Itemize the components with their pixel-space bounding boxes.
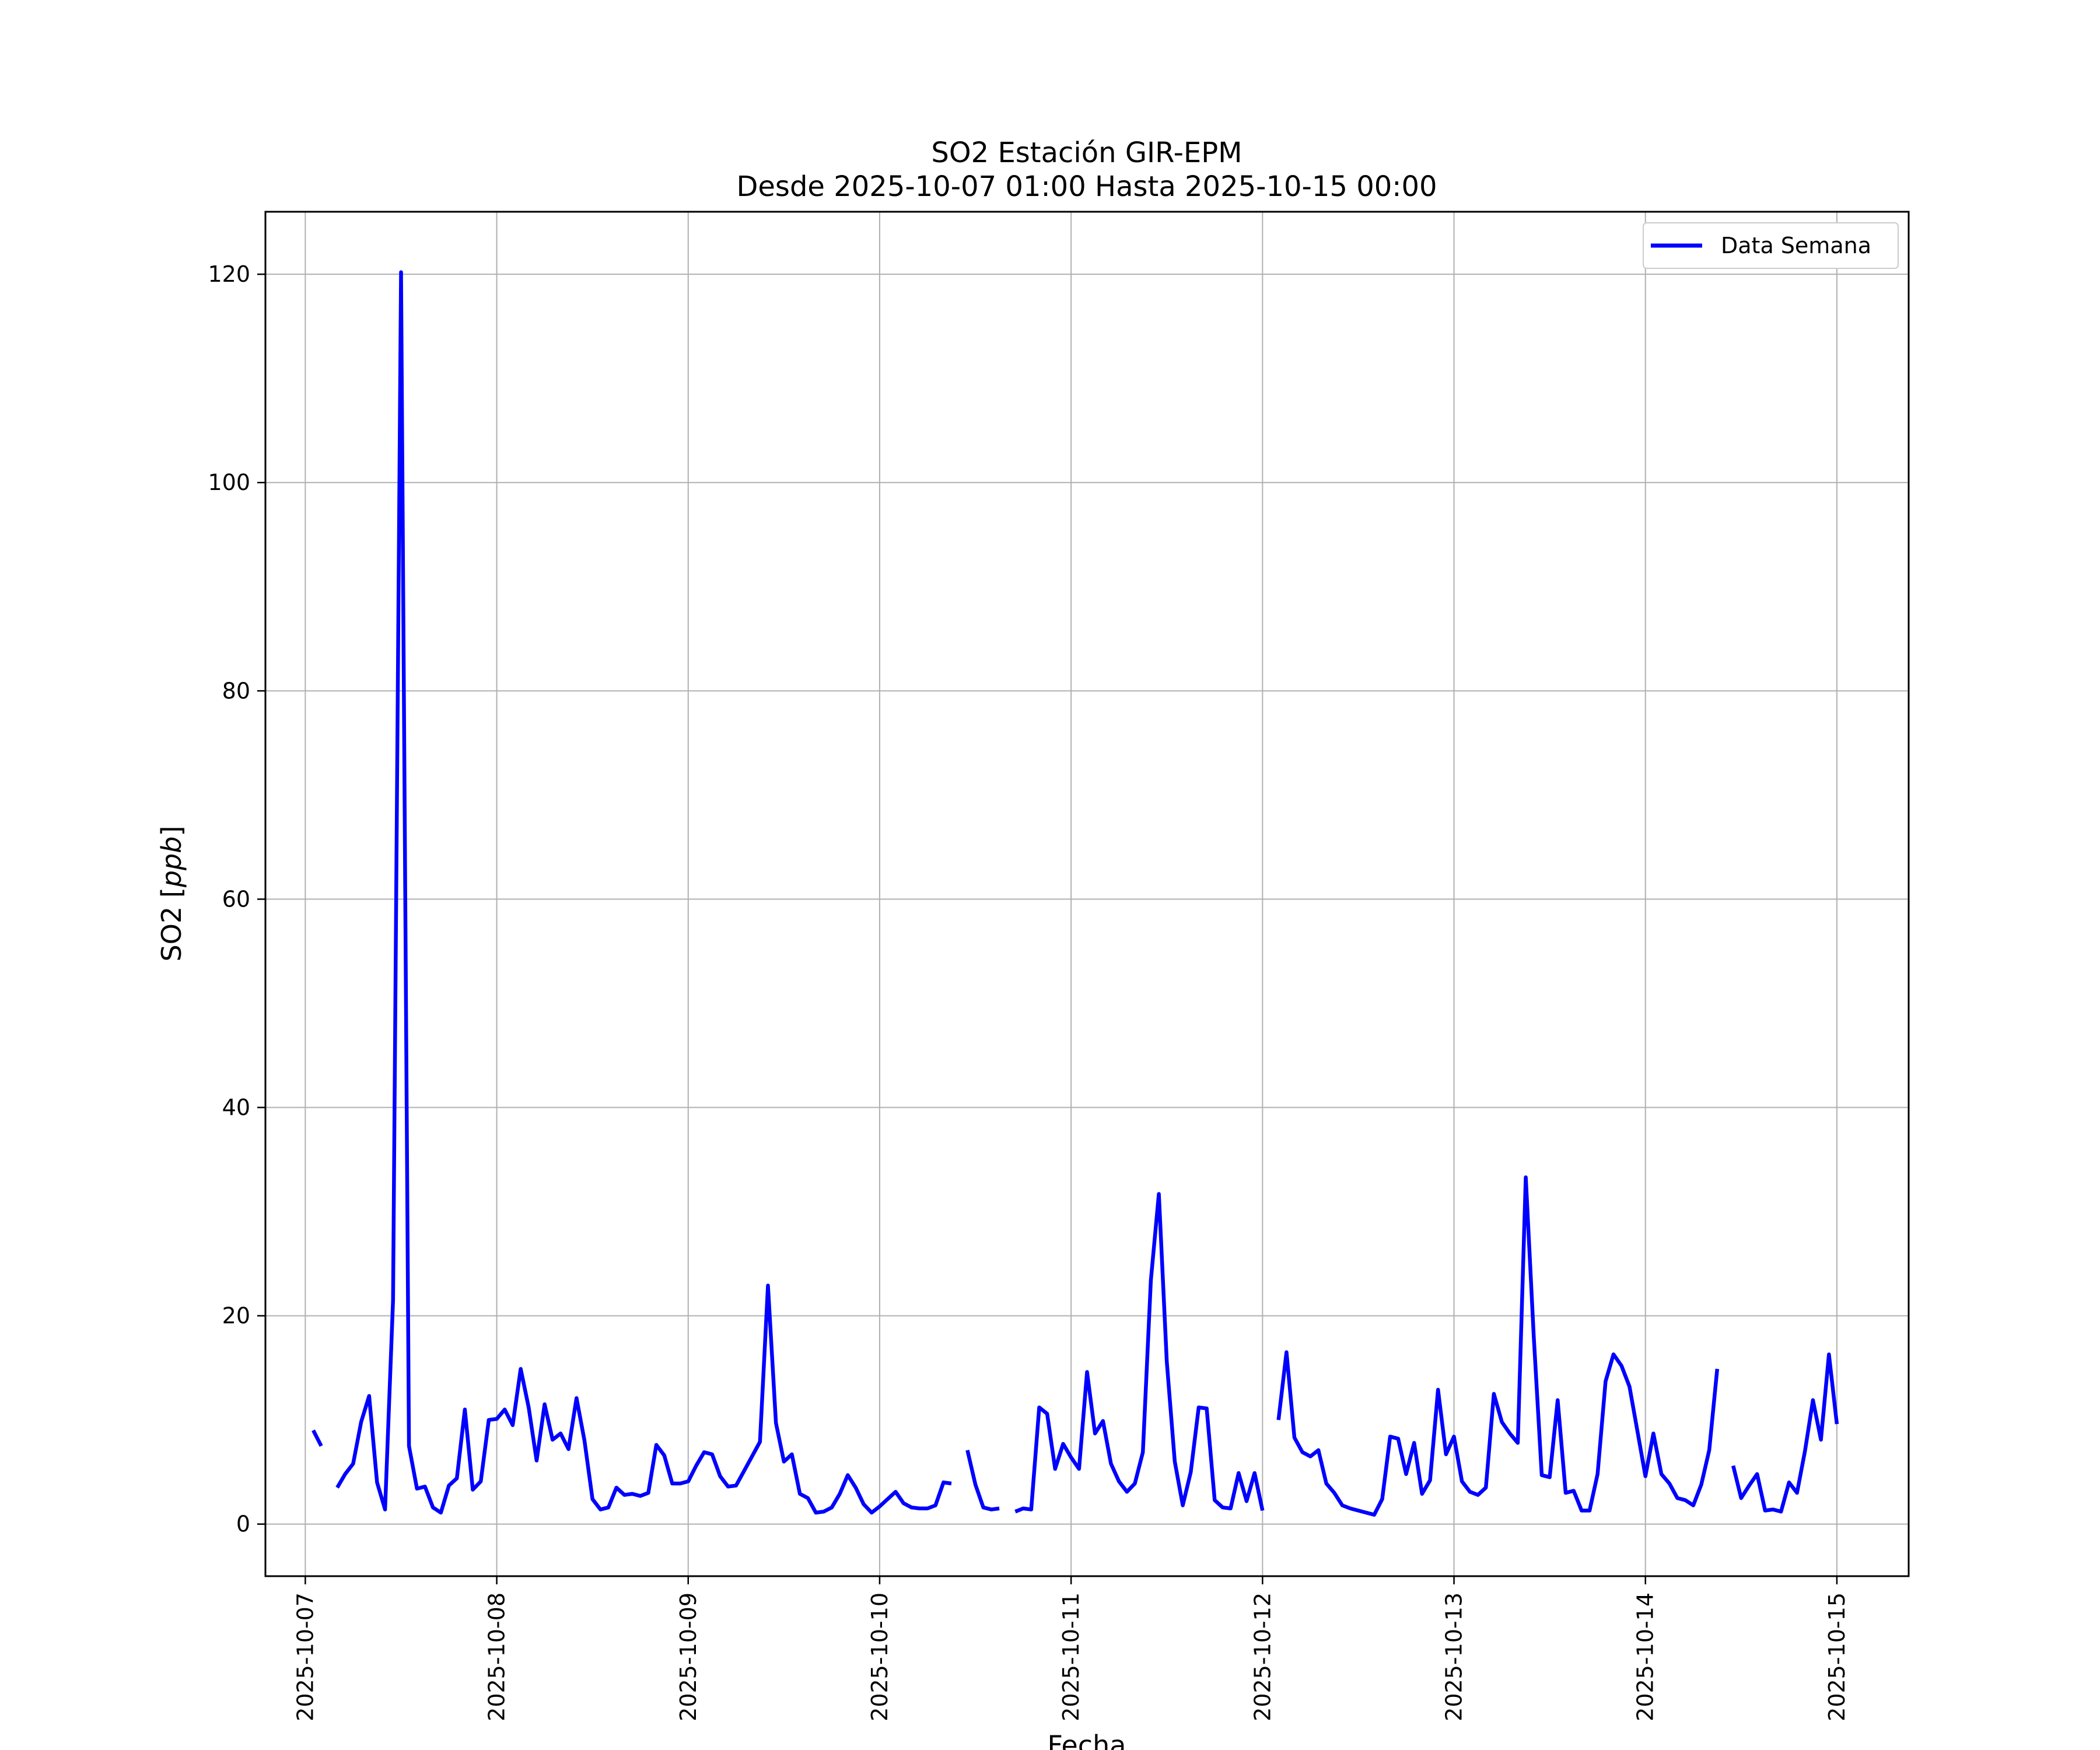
x-tick-label: 2025-10-13 [1441, 1592, 1467, 1721]
y-tick-label: 120 [208, 261, 250, 287]
y-axis-label-close: ] [156, 826, 187, 836]
y-tick-label: 20 [222, 1303, 250, 1329]
x-tick-label: 2025-10-09 [676, 1592, 701, 1721]
x-tick-label: 2025-10-07 [292, 1592, 318, 1721]
y-axis-label-main: SO2 [ [156, 887, 187, 961]
plot-area-frame [264, 211, 1910, 1577]
x-tick-label: 2025-10-11 [1058, 1592, 1084, 1721]
x-axis-label: Fecha [1048, 1730, 1126, 1750]
x-tick-label: 2025-10-14 [1633, 1592, 1658, 1721]
series-line-segment [312, 1429, 323, 1447]
legend-entry-data-semana: Data Semana [1721, 233, 1871, 258]
series-line-segment [335, 270, 952, 1515]
y-tick-label: 80 [222, 678, 250, 704]
x-tick-label: 2025-10-12 [1250, 1592, 1275, 1721]
legend: Data Semana [1643, 222, 1899, 269]
x-tick-label: 2025-10-10 [867, 1592, 892, 1721]
legend-box [1643, 222, 1899, 269]
y-tick-label: 60 [222, 886, 250, 912]
chart-subtitle: Desde 2025-10-07 01:00 Hasta 2025-10-15 … [736, 170, 1437, 203]
x-tick-label: 2025-10-15 [1824, 1592, 1850, 1721]
axis-ticks: 2025-10-07 2025-10-08 2025-10-09 2025-10-10… [208, 261, 1849, 1721]
y-tick-label: 100 [208, 470, 250, 495]
grid-lines [265, 212, 1909, 1576]
y-tick-label: 0 [236, 1511, 250, 1537]
y-axis-label-unit: ppb [156, 836, 187, 888]
series-line-segment [1276, 1175, 1720, 1517]
series-line-segment [1014, 1192, 1265, 1514]
x-tick-label: 2025-10-08 [484, 1592, 510, 1721]
data-series-lines [312, 270, 1839, 1517]
y-axis-label: SO2 [ppb] [156, 826, 187, 962]
chart-title: SO2 Estación GIR-EPM [931, 136, 1242, 169]
y-tick-label: 40 [222, 1095, 250, 1121]
series-line-segment [1731, 1352, 1839, 1514]
series-line-segment [965, 1450, 1000, 1511]
